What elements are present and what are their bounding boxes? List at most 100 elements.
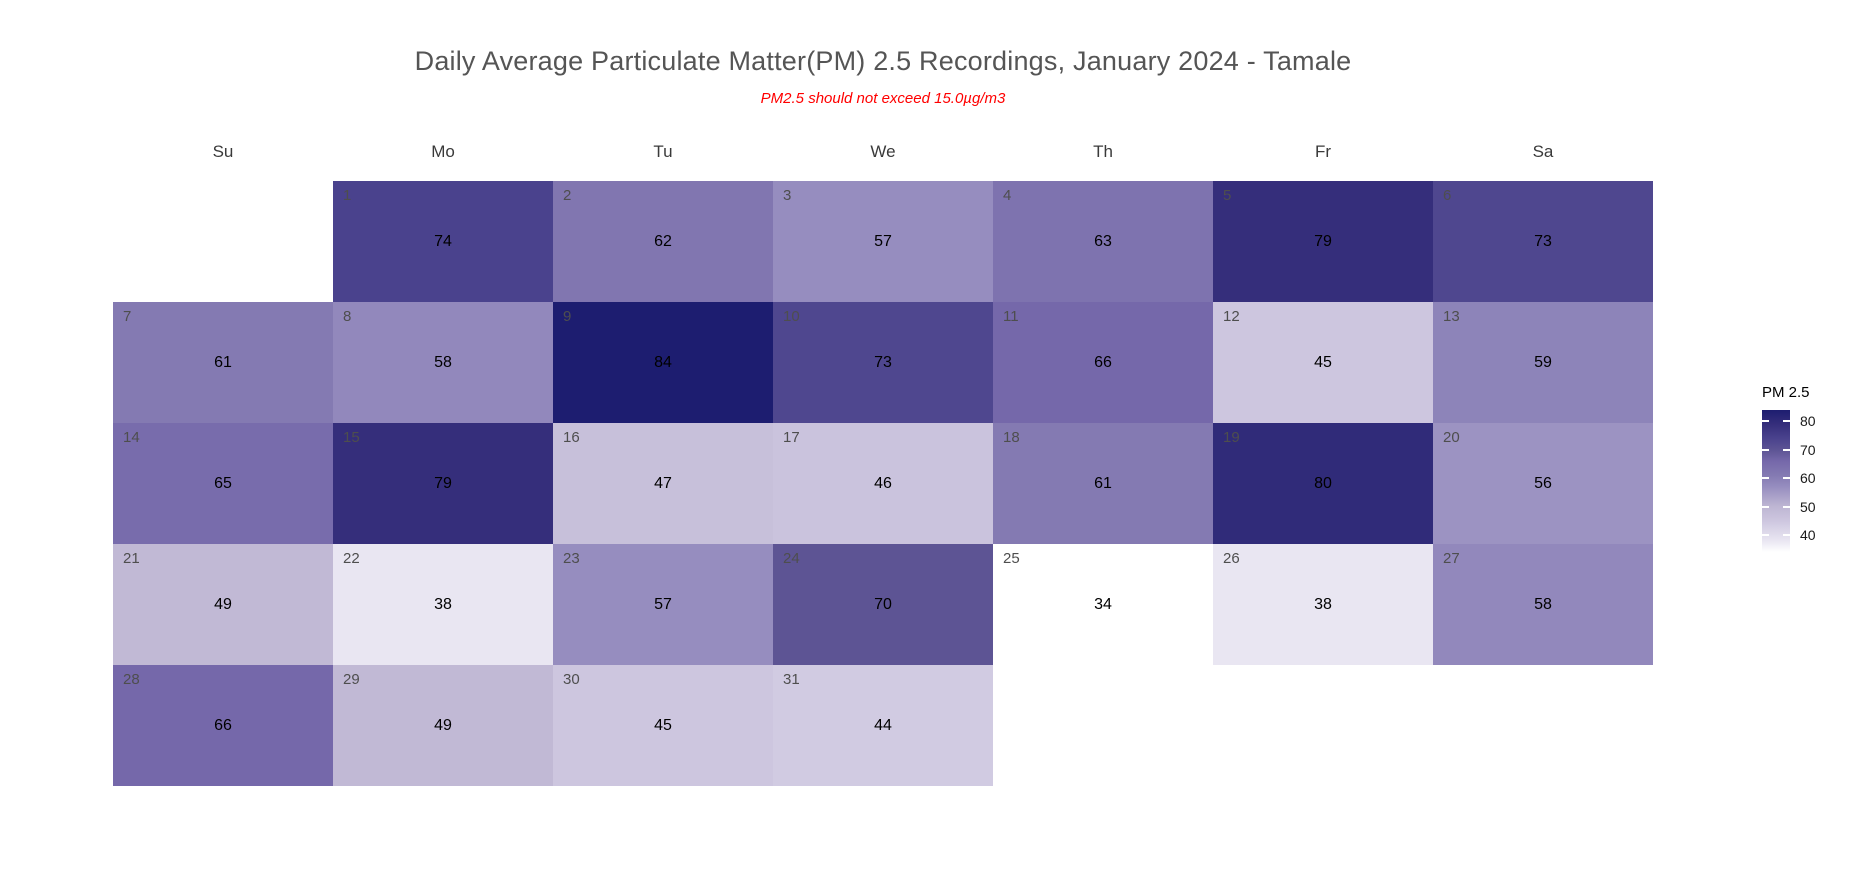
calendar-cell-13: 13 59 <box>1433 302 1653 423</box>
calendar-cell-26: 26 38 <box>1213 544 1433 665</box>
pm-value-label: 66 <box>214 716 232 734</box>
legend-colorbar <box>1762 410 1790 552</box>
pm-value-label: 38 <box>434 595 452 613</box>
calendar-cell-6: 6 73 <box>1433 181 1653 302</box>
pm-value-label: 59 <box>1534 353 1552 371</box>
weekday-header-mo: Mo <box>431 142 455 161</box>
calendar-cell-11: 11 66 <box>993 302 1213 423</box>
day-number-label: 12 <box>1223 308 1240 325</box>
day-number-label: 3 <box>783 187 792 204</box>
day-number-label: 17 <box>783 429 800 446</box>
day-number-label: 18 <box>1003 429 1020 446</box>
pm-value-label: 84 <box>654 353 672 371</box>
calendar-cell-14: 14 65 <box>113 423 333 544</box>
day-number-label: 7 <box>123 308 132 325</box>
legend-tick-mark <box>1783 477 1790 480</box>
chart-subtitle: PM2.5 should not exceed 15.0µg/m3 <box>760 90 1006 107</box>
legend-title: PM 2.5 <box>1762 384 1810 401</box>
calendar-cell-24: 24 70 <box>773 544 993 665</box>
legend-tick-label: 50 <box>1800 498 1816 515</box>
day-number-label: 15 <box>343 429 360 446</box>
weekday-header-sa: Sa <box>1532 142 1554 161</box>
day-number-label: 22 <box>343 550 360 567</box>
day-number-label: 13 <box>1443 308 1460 325</box>
legend-tick-mark <box>1762 477 1769 480</box>
day-number-label: 11 <box>1003 308 1019 325</box>
day-number-label: 21 <box>123 550 140 567</box>
calendar-cell-25: 25 34 <box>993 544 1213 665</box>
calendar-cell-18: 18 61 <box>993 423 1213 544</box>
day-number-label: 4 <box>1003 187 1012 204</box>
calendar-cell-3: 3 57 <box>773 181 993 302</box>
calendar-cell-20: 20 56 <box>1433 423 1653 544</box>
pm-value-label: 49 <box>214 595 232 613</box>
pm-value-label: 73 <box>1534 232 1552 250</box>
pm-value-label: 57 <box>874 232 892 250</box>
day-number-label: 24 <box>783 550 800 567</box>
calendar-cell-21: 21 49 <box>113 544 333 665</box>
calendar-cell-19: 19 80 <box>1213 423 1433 544</box>
day-number-label: 16 <box>563 429 580 446</box>
pm-value-label: 57 <box>654 595 672 613</box>
pm-value-label: 38 <box>1314 595 1332 613</box>
weekday-header-fr: Fr <box>1314 142 1332 161</box>
legend-tick-mark <box>1783 533 1790 536</box>
pm-value-label: 62 <box>654 232 672 250</box>
pm-value-label: 79 <box>1314 232 1332 250</box>
calendar-cell-5: 5 79 <box>1213 181 1433 302</box>
legend-tick-mark <box>1762 448 1769 451</box>
legend-tick-label: 70 <box>1800 441 1816 458</box>
pm-value-label: 58 <box>1534 595 1552 613</box>
pm-value-label: 46 <box>874 474 892 492</box>
day-number-label: 25 <box>1003 550 1020 567</box>
calendar-cell-30: 30 45 <box>553 665 773 786</box>
calendar-cell-2: 2 62 <box>553 181 773 302</box>
pm-value-label: 61 <box>214 353 232 371</box>
calendar-cell-17: 17 46 <box>773 423 993 544</box>
calendar-cell-29: 29 49 <box>333 665 553 786</box>
legend-tick-mark <box>1783 505 1790 508</box>
calendar-cell-23: 23 57 <box>553 544 773 665</box>
pm-value-label: 44 <box>874 716 892 734</box>
day-number-label: 31 <box>783 671 800 688</box>
legend-tick-mark <box>1762 533 1769 536</box>
calendar-cell-12: 12 45 <box>1213 302 1433 423</box>
calendar-cell-9: 9 84 <box>553 302 773 423</box>
legend-tick-label: 60 <box>1800 470 1816 487</box>
legend-tick-label: 80 <box>1800 413 1816 430</box>
pm-value-label: 61 <box>1094 474 1112 492</box>
day-number-label: 10 <box>783 308 800 325</box>
day-number-label: 14 <box>123 429 140 446</box>
weekday-header-su: Su <box>212 142 234 161</box>
pm-value-label: 45 <box>654 716 672 734</box>
day-number-label: 6 <box>1443 187 1452 204</box>
calendar-cell-10: 10 73 <box>773 302 993 423</box>
day-number-label: 27 <box>1443 550 1460 567</box>
pm-value-label: 45 <box>1314 353 1332 371</box>
pm-value-label: 65 <box>214 474 232 492</box>
day-number-label: 26 <box>1223 550 1240 567</box>
day-number-label: 23 <box>563 550 580 567</box>
weekday-header-th: Th <box>1093 142 1113 161</box>
day-number-label: 1 <box>343 187 352 204</box>
day-number-label: 30 <box>563 671 580 688</box>
calendar-cell-7: 7 61 <box>113 302 333 423</box>
day-number-label: 2 <box>563 187 572 204</box>
calendar-cell-4: 4 63 <box>993 181 1213 302</box>
calendar-cell-22: 22 38 <box>333 544 553 665</box>
pm-value-label: 47 <box>654 474 672 492</box>
pm-value-label: 49 <box>434 716 452 734</box>
pm-value-label: 63 <box>1094 232 1112 250</box>
legend-tick-mark <box>1762 505 1769 508</box>
day-number-label: 9 <box>563 308 572 325</box>
calendar-cell-8: 8 58 <box>333 302 553 423</box>
day-number-label: 19 <box>1223 429 1240 446</box>
pm-value-label: 56 <box>1534 474 1552 492</box>
day-number-label: 29 <box>343 671 360 688</box>
calendar-cell-16: 16 47 <box>553 423 773 544</box>
calendar-cell-31: 31 44 <box>773 665 993 786</box>
day-number-label: 5 <box>1223 187 1232 204</box>
calendar-cell-27: 27 58 <box>1433 544 1653 665</box>
legend-tick-mark <box>1762 420 1769 423</box>
weekday-header-tu: Tu <box>653 142 673 161</box>
